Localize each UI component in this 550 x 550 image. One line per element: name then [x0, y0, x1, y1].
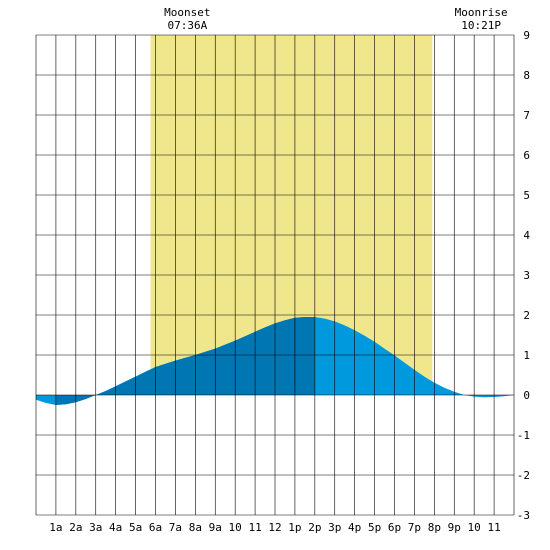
y-tick-label: 1 — [523, 349, 530, 362]
moon-event-label: Moonrise — [455, 6, 508, 19]
x-tick-label: 12 — [268, 521, 281, 534]
y-tick-label: 7 — [523, 109, 530, 122]
x-tick-label: 6a — [149, 521, 162, 534]
y-tick-label: -1 — [517, 429, 530, 442]
x-tick-label: 2a — [69, 521, 82, 534]
y-tick-label: 9 — [523, 29, 530, 42]
moon-event-label: Moonset — [164, 6, 210, 19]
x-tick-label: 3a — [89, 521, 102, 534]
x-tick-label: 5a — [129, 521, 142, 534]
x-tick-label: 11 — [248, 521, 261, 534]
y-axis-labels: 9 8 7 6 5 4 3 2 1 0 -1 -2 -3 — [517, 29, 531, 522]
x-tick-label: 8a — [189, 521, 202, 534]
x-tick-label: 10 — [229, 521, 242, 534]
x-tick-label: 7a — [169, 521, 182, 534]
y-tick-label: 8 — [523, 69, 530, 82]
x-tick-label: 9a — [209, 521, 222, 534]
x-tick-label: 1a — [49, 521, 62, 534]
x-tick-label: 10 — [468, 521, 481, 534]
moon-event-time: 10:21P — [461, 19, 501, 32]
y-tick-label: 5 — [523, 189, 530, 202]
moon-event-time: 07:36A — [167, 19, 207, 32]
x-tick-label: 7p — [408, 521, 421, 534]
y-tick-label: 2 — [523, 309, 530, 322]
grid-lines — [35, 34, 515, 516]
x-tick-label: 4p — [348, 521, 361, 534]
x-tick-label: 5p — [368, 521, 381, 534]
x-tick-label: 2p — [308, 521, 321, 534]
x-tick-label: 11 — [487, 521, 500, 534]
x-axis-labels: 1a 2a 3a 4a 5a 6a 7a 8a 9a 10 11 12 1p 2p 3p 4p 5p 6p 7p 8p… — [49, 521, 500, 534]
tide-rising-area — [55, 317, 315, 405]
y-tick-label: 4 — [523, 229, 530, 242]
x-tick-label: 1p — [288, 521, 301, 534]
y-tick-label: 3 — [523, 269, 530, 282]
x-tick-label: 9p — [448, 521, 461, 534]
y-tick-label: -3 — [517, 509, 530, 522]
x-tick-label: 4a — [109, 521, 122, 534]
y-tick-label: 0 — [523, 389, 530, 402]
y-tick-label: -2 — [517, 469, 530, 482]
x-tick-label: 3p — [328, 521, 341, 534]
y-tick-label: 6 — [523, 149, 530, 162]
x-tick-label: 8p — [428, 521, 441, 534]
x-tick-label: 6p — [388, 521, 401, 534]
